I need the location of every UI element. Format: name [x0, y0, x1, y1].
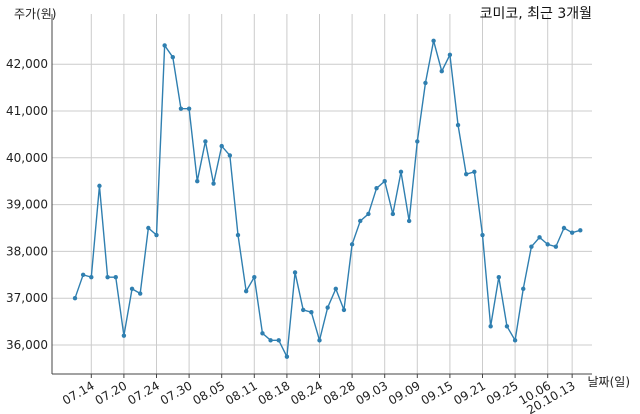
data-point — [561, 225, 567, 231]
chart-title: 코미코, 최근 3개월 — [480, 6, 592, 22]
data-point — [358, 218, 363, 224]
data-point — [154, 232, 159, 238]
data-point — [317, 338, 322, 343]
data-point — [129, 286, 135, 292]
data-point — [553, 244, 559, 249]
y-tick-label: 40,000 — [6, 151, 48, 165]
x-tick-label: 09.21 — [451, 378, 488, 407]
data-point — [178, 106, 184, 111]
y-axis-label: 주가(원) — [14, 7, 56, 21]
y-tick-label: 41,000 — [6, 104, 48, 118]
x-tick-label: 08.28 — [321, 378, 358, 407]
data-point — [243, 288, 249, 294]
data-point — [447, 52, 453, 58]
data-point — [333, 286, 338, 292]
x-tick-label: 07.30 — [158, 378, 195, 407]
data-point — [398, 169, 404, 175]
data-point — [439, 69, 444, 74]
data-point — [260, 331, 265, 336]
data-point — [276, 338, 281, 343]
data-point — [219, 143, 224, 149]
data-point — [455, 122, 461, 128]
data-point — [80, 272, 86, 277]
data-point — [578, 228, 583, 233]
data-point — [488, 324, 493, 329]
x-tick-label: 09.25 — [484, 378, 521, 407]
data-point — [512, 338, 518, 343]
data-point — [227, 153, 233, 158]
data-point — [504, 324, 510, 329]
data-point — [72, 296, 78, 301]
data-point — [138, 291, 143, 296]
x-tick-label: 07.24 — [125, 378, 162, 407]
data-point — [325, 305, 330, 310]
grid — [52, 14, 592, 374]
x-tick-label: 07.14 — [60, 378, 97, 407]
x-tick-label: 08.11 — [223, 378, 260, 407]
y-tick-label: 38,000 — [6, 244, 48, 258]
data-point — [146, 225, 151, 231]
data-point — [423, 80, 428, 86]
data-point — [113, 274, 118, 280]
data-series — [72, 38, 583, 360]
data-point — [235, 232, 241, 238]
data-point — [472, 169, 477, 175]
data-point — [195, 179, 200, 184]
data-point — [97, 183, 102, 189]
data-point — [121, 333, 127, 338]
data-point — [162, 43, 167, 48]
x-tick-label: 08.18 — [256, 378, 293, 407]
y-tick-label: 39,000 — [6, 198, 48, 212]
x-axis-label: 날짜(일) — [588, 375, 630, 389]
y-tick-label: 37,000 — [6, 291, 48, 305]
data-point — [431, 38, 436, 43]
data-point — [170, 54, 175, 60]
data-point — [382, 179, 387, 184]
axes — [51, 14, 592, 378]
data-point — [545, 242, 550, 247]
data-point — [529, 244, 534, 249]
data-point — [374, 186, 379, 191]
data-point — [406, 218, 412, 224]
x-tick-label: 08.24 — [288, 378, 325, 407]
data-point — [203, 139, 208, 144]
x-tick-label: 09.09 — [386, 378, 423, 407]
data-point — [268, 338, 273, 343]
x-tick-labels: 07.1407.2007.2407.3008.0508.1108.1808.24… — [60, 378, 578, 414]
data-point — [89, 274, 94, 280]
x-tick-label: 09.15 — [419, 378, 456, 407]
data-point — [211, 181, 216, 186]
x-tick-label: 08.05 — [190, 378, 227, 407]
data-point — [537, 235, 542, 240]
data-point — [341, 307, 347, 313]
x-tick-label: 07.20 — [93, 378, 130, 407]
data-point — [186, 106, 192, 111]
data-point — [292, 270, 298, 275]
data-point — [521, 286, 526, 292]
data-point — [309, 310, 314, 315]
data-point — [301, 307, 306, 313]
data-point — [390, 211, 396, 217]
y-tick-labels: 36,000 37,000 38,000 39,000 40,000 41,000 42,0… — [6, 57, 48, 352]
data-point — [252, 274, 257, 280]
y-tick-label: 42,000 — [6, 57, 48, 71]
data-point — [569, 230, 575, 235]
data-point — [480, 232, 485, 238]
x-tick-label: 09.03 — [353, 378, 390, 407]
data-point — [284, 354, 290, 359]
data-point — [415, 139, 420, 144]
data-point — [496, 274, 501, 280]
y-tick-label: 36,000 — [6, 338, 48, 352]
data-point — [366, 211, 371, 217]
data-point — [349, 242, 355, 247]
data-point — [464, 171, 469, 177]
data-point — [105, 274, 110, 280]
